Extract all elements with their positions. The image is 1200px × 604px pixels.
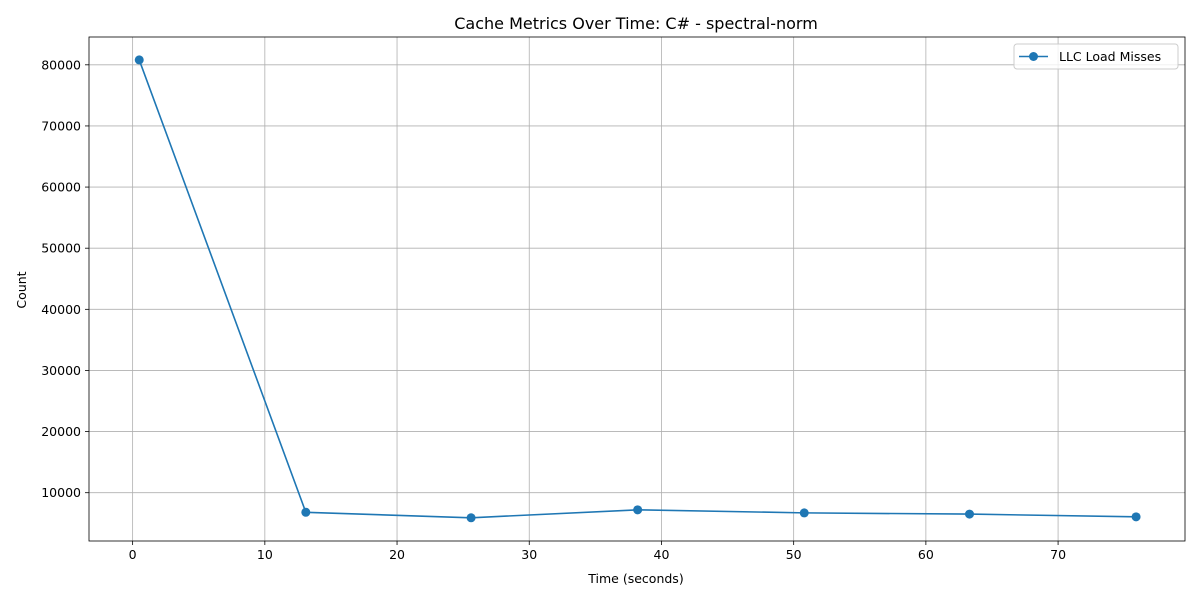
x-axis-ticks: 0 10 20 30 40 50 60 70 <box>129 541 1066 562</box>
y-axis-ticks: 10000 20000 30000 40000 50000 60000 70000 80000 <box>41 57 89 500</box>
y-tick-label: 70000 <box>41 118 81 133</box>
y-tick-label: 50000 <box>41 241 81 256</box>
data-point-marker <box>1131 512 1141 522</box>
y-tick-label: 10000 <box>41 485 81 500</box>
y-tick-label: 80000 <box>41 57 81 72</box>
x-tick-label: 20 <box>389 547 405 562</box>
y-tick-label: 30000 <box>41 363 81 378</box>
x-tick-label: 40 <box>654 547 670 562</box>
x-tick-label: 60 <box>918 547 934 562</box>
axes <box>88 36 1186 542</box>
y-tick-label: 60000 <box>41 180 81 195</box>
data-point-marker <box>466 513 476 523</box>
x-tick-label: 0 <box>129 547 137 562</box>
legend-label: LLC Load Misses <box>1059 49 1161 64</box>
legend: LLC Load Misses <box>1013 43 1179 70</box>
data-point-marker <box>633 505 643 515</box>
data-point-marker <box>134 55 144 65</box>
chart-title: Cache Metrics Over Time: C# - spectral-n… <box>454 14 818 33</box>
y-tick-label: 40000 <box>41 302 81 317</box>
x-tick-label: 30 <box>521 547 537 562</box>
x-tick-label: 10 <box>257 547 273 562</box>
plot-frame <box>88 36 1186 542</box>
data-point-marker <box>965 509 975 519</box>
data-point-marker <box>301 507 311 517</box>
x-tick-label: 70 <box>1050 547 1066 562</box>
x-axis-label: Time (seconds) <box>587 571 683 586</box>
data-point-marker <box>799 508 809 518</box>
y-axis-label: Count <box>14 271 29 308</box>
legend-marker-swatch <box>1029 52 1038 61</box>
series-markers <box>134 55 1141 523</box>
y-tick-label: 20000 <box>41 424 81 439</box>
legend-frame <box>1013 43 1179 70</box>
grid-lines <box>89 37 1185 541</box>
x-tick-label: 50 <box>786 547 802 562</box>
